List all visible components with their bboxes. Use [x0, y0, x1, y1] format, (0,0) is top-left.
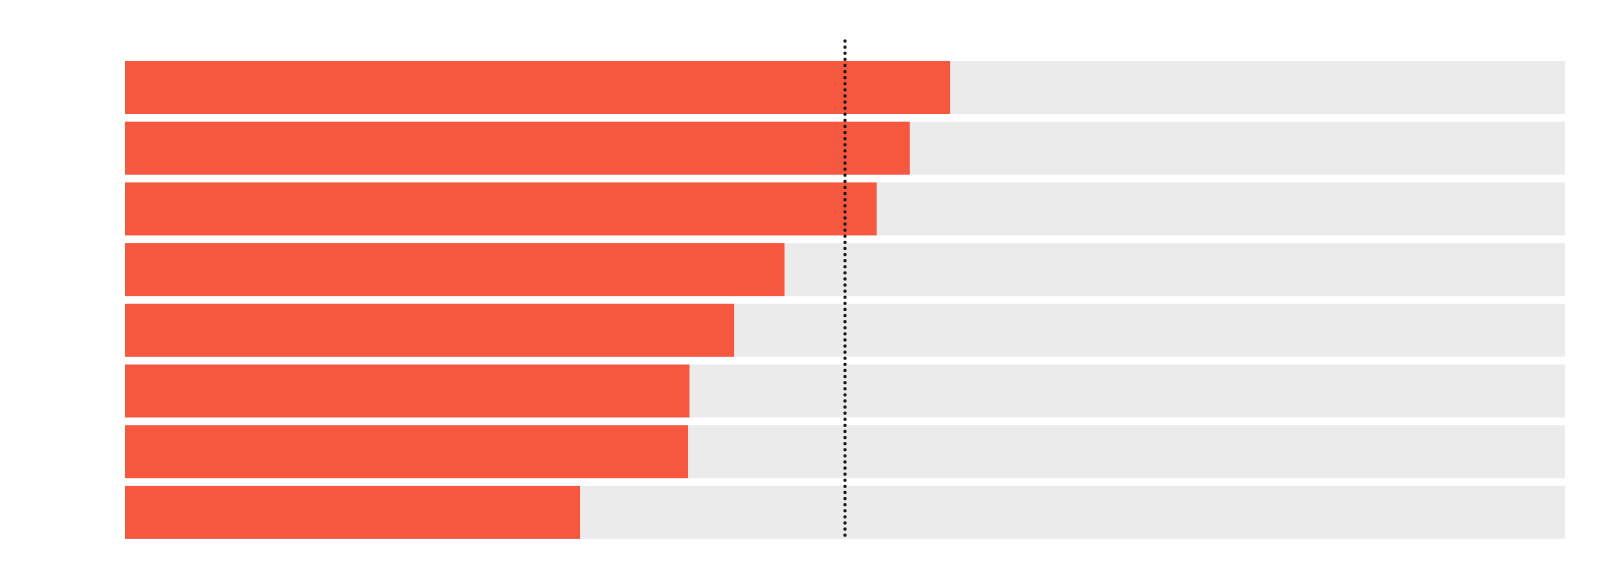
bar-2 — [125, 121, 910, 175]
bar-6 — [125, 364, 690, 418]
bar-3 — [125, 182, 877, 236]
bar-8 — [125, 485, 581, 539]
bar-1 — [125, 61, 951, 114]
bar-4 — [125, 243, 785, 297]
bar-7 — [125, 425, 689, 479]
bars — [125, 61, 951, 539]
bar-5 — [125, 303, 735, 357]
